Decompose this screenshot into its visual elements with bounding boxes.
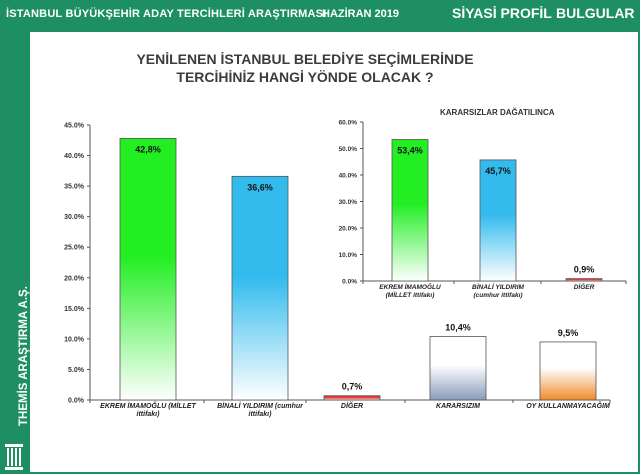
inset-bar — [479, 159, 517, 282]
inset-y-tick-label: 0.0% — [342, 279, 357, 286]
main-category-label: ittifakı) — [137, 411, 161, 418]
main-y-tick-label: 40.0% — [64, 153, 85, 160]
main-data-label: 36,6% — [247, 182, 273, 192]
main-data-label: 10,4% — [445, 322, 471, 332]
inset-chart-background — [323, 106, 626, 309]
main-y-tick-label: 25.0% — [64, 245, 85, 252]
inset-data-label: 45,7% — [485, 166, 511, 176]
inset-chart-title: KARARSIZLAR DAĞATILINCA — [440, 108, 555, 117]
main-data-label: 0,7% — [342, 382, 363, 392]
main-category-label: DİĞER — [341, 401, 363, 410]
main-chart-title-line-1: YENİLENEN İSTANBUL BELEDİYE SEÇİMLERİNDE — [136, 51, 474, 67]
inset-category-label: EKREM İMAMOĞLU — [379, 282, 441, 291]
main-category-label: KARARSIZIM — [436, 403, 480, 410]
main-chart-title-line-2: TERCİHİNİZ HANGİ YÖNDE OLACAK ? — [176, 69, 434, 85]
main-category-label: BİNALİ YILDIRIM (cumhur — [217, 402, 304, 410]
inset-bar — [565, 278, 603, 282]
report-date: HAZİRAN 2019 — [322, 8, 400, 20]
main-y-tick-label: 5.0% — [68, 367, 85, 374]
main-bar — [429, 336, 487, 401]
main-y-tick-label: 45.0% — [64, 123, 85, 130]
main-y-tick-label: 15.0% — [64, 306, 85, 313]
inset-y-tick-label: 20.0% — [339, 226, 358, 233]
main-category-label: EKREM İMAMOĞLU (MİLLET — [100, 401, 196, 410]
section-title: SİYASİ PROFİL — [452, 5, 552, 21]
inset-category-label: DİĞER — [574, 282, 595, 291]
main-y-tick-label: 20.0% — [64, 275, 85, 282]
subsection-title: BULGULAR — [556, 5, 635, 21]
inset-y-tick-label: 60.0% — [339, 120, 358, 127]
main-y-tick-label: 10.0% — [64, 336, 85, 343]
main-chart-title: YENİLENEN İSTANBUL BELEDİYE SEÇİMLERİNDE… — [30, 50, 580, 86]
inset-category-label: BİNALİ YILDIRIM — [472, 283, 524, 291]
main-bar — [119, 138, 177, 401]
inset-data-label: 0,9% — [574, 265, 595, 275]
inset-bar — [391, 139, 429, 282]
main-data-label: 9,5% — [558, 328, 579, 338]
main-bar — [231, 175, 289, 401]
inset-y-tick-label: 10.0% — [339, 252, 358, 259]
main-bar — [323, 395, 381, 401]
inset-y-tick-label: 30.0% — [339, 199, 358, 206]
main-category-label: OY KULLANMAYACAĞIM — [526, 401, 610, 410]
column-logo-icon — [5, 444, 23, 470]
inset-data-label: 53,4% — [397, 145, 423, 155]
main-y-tick-label: 30.0% — [64, 214, 85, 221]
main-y-tick-label: 35.0% — [64, 184, 85, 191]
main-bar — [539, 341, 597, 401]
inset-category-label: (cumhur ittifakı) — [473, 292, 522, 299]
report-title: İSTANBUL BÜYÜKŞEHİR ADAY TERCİHLERİ ARAŞ… — [6, 8, 327, 20]
main-y-tick-label: 0.0% — [68, 398, 85, 405]
sidebar — [0, 30, 28, 474]
main-data-label: 42,8% — [135, 144, 161, 154]
inset-category-label: (MİLLET ittifakı) — [386, 291, 435, 299]
main-category-label: ittifakı) — [249, 411, 273, 418]
inset-y-tick-label: 40.0% — [339, 173, 358, 180]
header-bar: İSTANBUL BÜYÜKŞEHİR ADAY TERCİHLERİ ARAŞ… — [0, 0, 640, 30]
inset-y-tick-label: 50.0% — [339, 146, 358, 153]
